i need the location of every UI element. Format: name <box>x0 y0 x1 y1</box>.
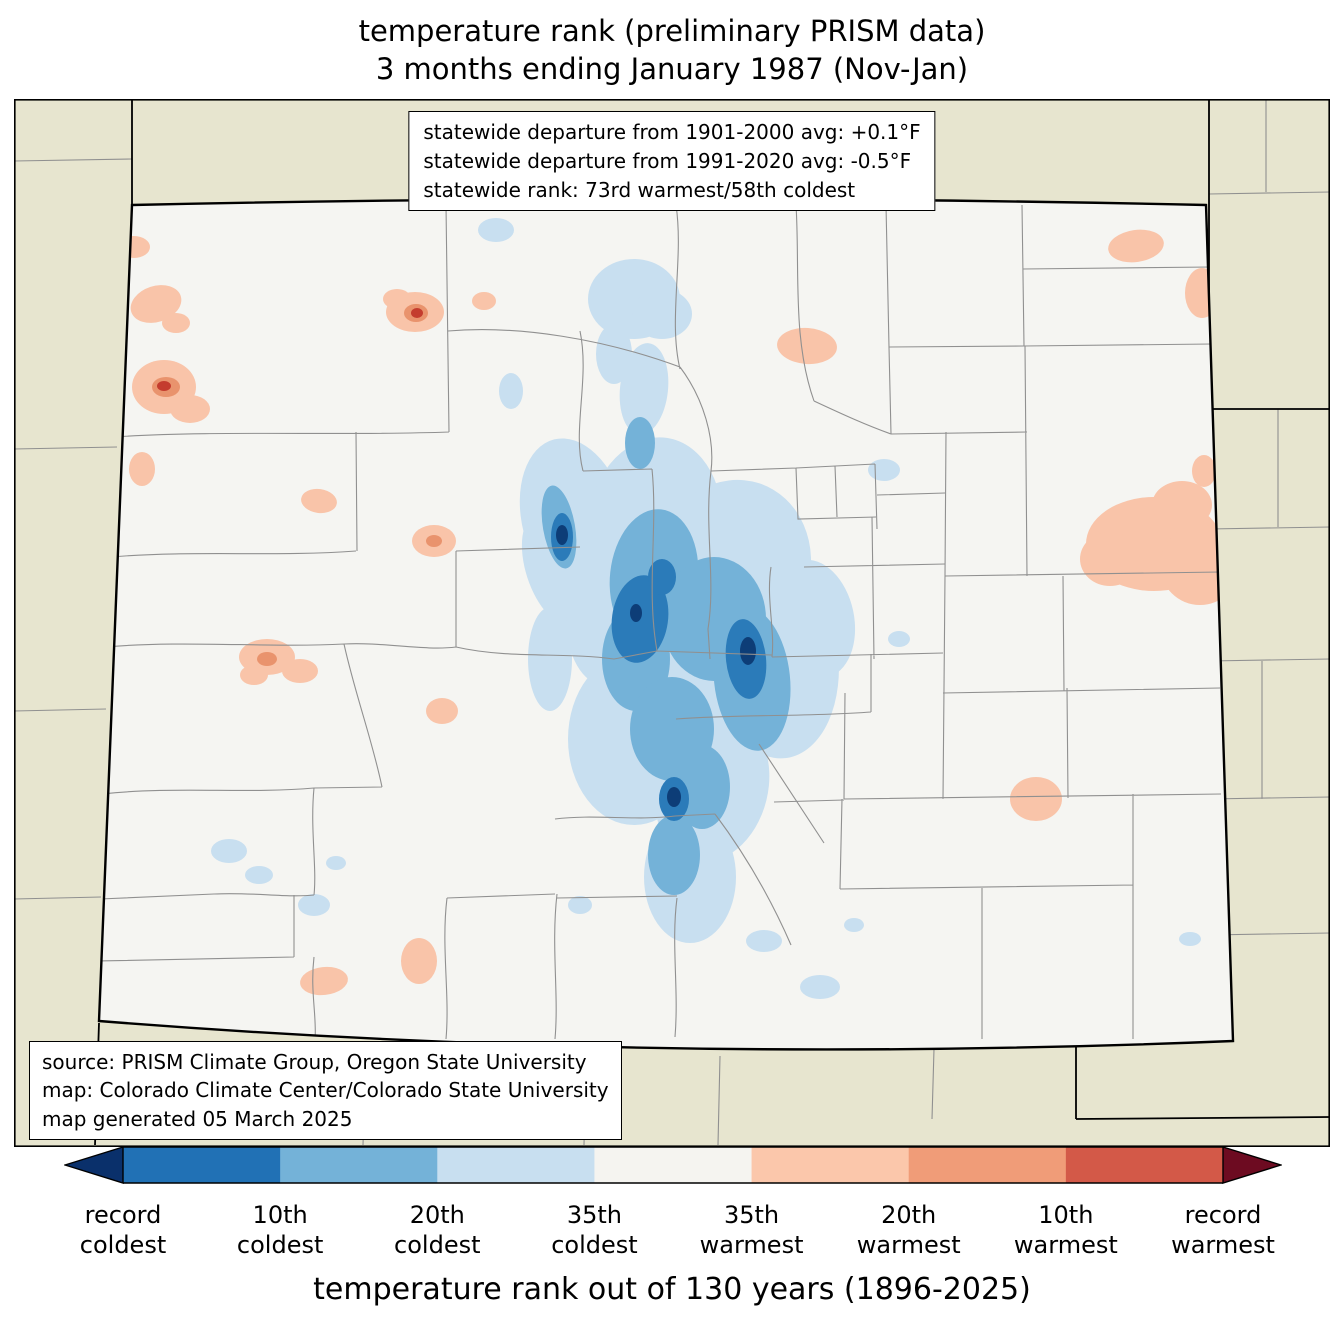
colorbar-outline <box>123 1146 1223 1184</box>
cold-anomaly-record <box>556 525 756 807</box>
stats-line-3: statewide rank: 73rd warmest/58th coldes… <box>423 177 856 202</box>
title-line-2: 3 months ending January 1987 (Nov-Jan) <box>375 51 969 86</box>
source-line-1: source: PRISM Climate Group, Oregon Stat… <box>42 1050 587 1074</box>
colorbar-segment <box>908 1147 1067 1183</box>
colorbar-tick-label: record coldest <box>79 1201 167 1260</box>
warm-anomaly-record <box>157 308 423 391</box>
county-lines <box>99 204 1222 1041</box>
map-canvas <box>13 99 1331 1148</box>
county-lines-west <box>99 204 872 1041</box>
map-frame <box>14 99 1331 1148</box>
colorbar-caption: temperature rank out of 130 years (1896-… <box>313 1272 1031 1307</box>
colorbar-tick-label: 10th warmest <box>1013 1201 1118 1260</box>
colorbar-segment <box>1065 1147 1224 1183</box>
colorbar-tick-label: 20th warmest <box>856 1201 961 1260</box>
source-line-3: map generated 05 March 2025 <box>42 1106 353 1131</box>
stats-line-1: statewide departure from 1901-2000 avg: … <box>423 120 921 144</box>
stats-box: statewide departure from 1901-2000 avg: … <box>408 111 936 212</box>
colorbar-segment <box>594 1147 753 1183</box>
source-box: source: PRISM Climate Group, Oregon Stat… <box>29 1041 622 1141</box>
title-line-1: temperature rank (preliminary PRISM data… <box>358 14 986 48</box>
colorbar-segment <box>123 1147 281 1183</box>
colorbar-labels: record coldest 10th coldest 20th coldest 35th c… <box>0 1200 1344 1266</box>
colorbar-tick-label: 35th warmest <box>699 1201 804 1260</box>
colorbar-arrow-left <box>64 1146 124 1184</box>
county-lines-frontrange <box>447 204 946 660</box>
outside-state-borders <box>94 99 1331 1146</box>
source-line-2: map: Colorado Climate Center/Colorado St… <box>42 1078 609 1103</box>
colorbar-tick-label: 10th coldest <box>236 1201 324 1260</box>
colorbar-segment <box>280 1147 438 1183</box>
colorbar-tick-label: 20th coldest <box>394 1201 481 1260</box>
colorbar-segment <box>437 1147 596 1183</box>
map-area <box>13 99 1331 1148</box>
colorbar-tick-label: record warmest <box>1171 1201 1275 1260</box>
county-lines-plains <box>773 204 1222 1039</box>
colorbar-arrow-right <box>1222 1146 1282 1184</box>
colorbar-tick-label: 35th coldest <box>551 1201 638 1260</box>
colorbar-segment <box>751 1147 910 1183</box>
colorbar-segments <box>123 1147 1224 1183</box>
page-title: temperature rank (preliminary PRISM data… <box>0 13 1344 88</box>
stats-line-2: statewide departure from 1991-2020 avg: … <box>423 148 912 173</box>
colorbar <box>64 1146 1282 1184</box>
